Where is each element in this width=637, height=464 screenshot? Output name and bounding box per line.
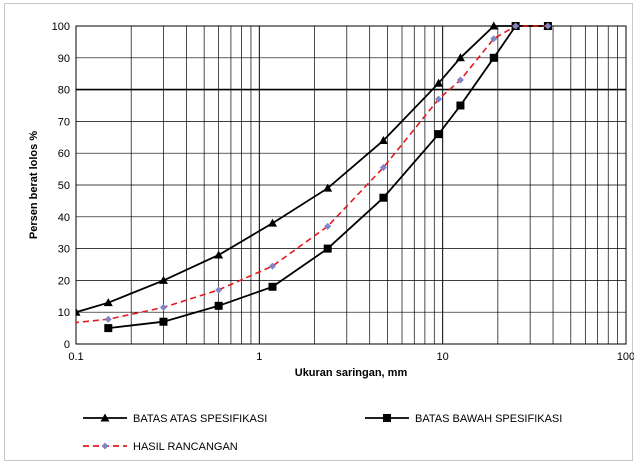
diamond-marker [379, 164, 387, 172]
x-tick-label: 0.1 [68, 351, 83, 363]
triangle-marker [323, 183, 333, 192]
series-2 [104, 22, 552, 333]
y-tick-label: 40 [58, 212, 70, 224]
square-marker [489, 53, 498, 62]
diamond-marker [215, 286, 223, 294]
y-tick-label: 10 [58, 307, 70, 319]
square-marker [214, 301, 223, 310]
series-layer [76, 21, 553, 333]
square-marker [323, 244, 332, 253]
chart-frame: 0 10 20 30 40 50 60 70 80 90 100 0.1 1 10 100 Ukuran s… [4, 3, 634, 461]
legend: BATAS ATAS SPESIFIKASI BATAS BAWAH SPESIF… [83, 413, 562, 453]
series-1 [76, 21, 553, 316]
diamond-marker [269, 262, 277, 270]
triangle-marker [214, 250, 224, 259]
x-axis-title: Ukuran saringan, mm [295, 367, 408, 379]
y-tick-label: 60 [58, 148, 70, 160]
square-marker [379, 193, 388, 202]
y-tick-label: 30 [58, 244, 70, 256]
square-marker [383, 414, 391, 422]
diamond-marker [435, 95, 443, 103]
series-line [76, 25, 548, 324]
triangle-marker [434, 78, 444, 87]
diamond-marker [490, 35, 498, 43]
y-tick-label: 90 [58, 53, 70, 65]
diamond-marker [324, 222, 332, 230]
y-axis-title: Persen berat lolos % [28, 131, 40, 239]
square-marker [434, 130, 443, 139]
y-tick-label: 100 [52, 21, 70, 33]
diamond-marker [512, 22, 520, 30]
triangle-marker [268, 218, 278, 227]
legend-item: BATAS ATAS SPESIFIKASI [83, 413, 267, 425]
diamond-marker [456, 76, 464, 84]
x-tick-label: 100 [617, 351, 634, 363]
triangle-marker [489, 21, 499, 30]
triangle-marker [76, 307, 81, 316]
legend-item: BATAS BAWAH SPESIFIKASI [365, 413, 562, 425]
square-marker [104, 324, 113, 333]
grid [75, 25, 627, 345]
x-tick-label: 1 [256, 351, 262, 363]
legend-label: HASIL RANCANGAN [133, 441, 238, 453]
y-tick-label: 70 [58, 116, 70, 128]
series-line [76, 25, 548, 314]
tick-labels: 0 10 20 30 40 50 60 70 80 90 100 0.1 1 10 100 [52, 21, 634, 363]
series-line [108, 25, 548, 329]
y-tick-label: 80 [58, 85, 70, 97]
square-marker [456, 101, 465, 110]
diamond-marker [159, 303, 167, 311]
triangle-marker [103, 298, 113, 307]
diamond-marker [104, 315, 112, 323]
triangle-marker [158, 275, 168, 284]
diamond-marker [544, 22, 552, 30]
y-tick-label: 20 [58, 275, 70, 287]
gradation-chart: 0 10 20 30 40 50 60 70 80 90 100 0.1 1 10 100 Ukuran s… [28, 21, 634, 453]
legend-item: HASIL RANCANGAN [83, 441, 238, 453]
square-marker [159, 317, 168, 326]
y-tick-label: 50 [58, 180, 70, 192]
triangle-marker [378, 135, 388, 144]
triangle-marker [455, 53, 465, 62]
square-marker [268, 282, 277, 291]
x-tick-label: 10 [437, 351, 449, 363]
plot-border [75, 25, 627, 345]
series-3 [76, 22, 552, 324]
y-tick-label: 0 [64, 339, 70, 351]
legend-label: BATAS BAWAH SPESIFIKASI [415, 413, 562, 425]
triangle-marker [100, 413, 110, 422]
diamond-marker [101, 442, 109, 450]
legend-label: BATAS ATAS SPESIFIKASI [133, 413, 267, 425]
